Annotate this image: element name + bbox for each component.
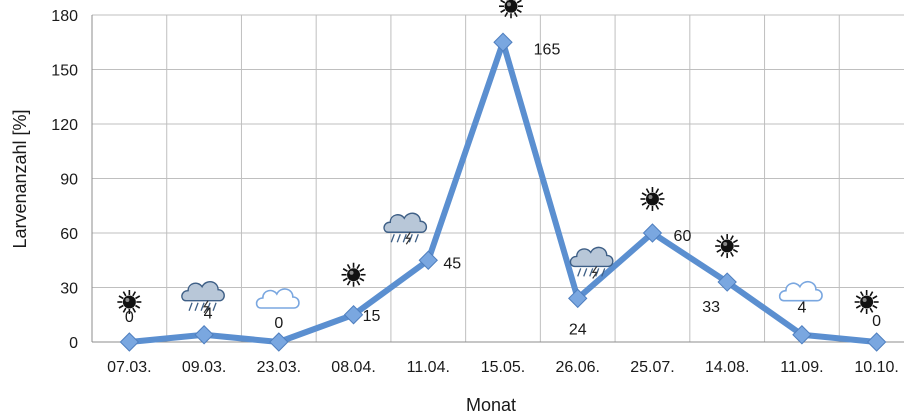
x-tick-label: 11.04. xyxy=(407,359,450,376)
data-label: 0 xyxy=(872,313,881,330)
data-point xyxy=(269,332,289,352)
x-tick-label: 15.05. xyxy=(481,359,525,376)
sun-icon xyxy=(499,0,523,19)
y-tick-label: 60 xyxy=(60,226,78,243)
weather-icons xyxy=(117,0,879,314)
data-label: 33 xyxy=(702,299,720,316)
sun-icon xyxy=(715,234,740,259)
data-label: 24 xyxy=(569,321,587,338)
x-tick-label: 10.10. xyxy=(854,359,898,376)
sun-icon xyxy=(640,187,665,211)
x-tick-label: 26.06. xyxy=(555,359,599,376)
y-tick-label: 180 xyxy=(51,8,78,25)
sun-icon xyxy=(854,290,879,314)
data-point xyxy=(866,332,887,352)
y-tick-label: 90 xyxy=(60,172,78,189)
cloud-icon xyxy=(255,288,300,309)
series-markers xyxy=(119,32,887,352)
data-point xyxy=(568,288,588,309)
storm-cloud-icon xyxy=(569,246,614,279)
data-label: 0 xyxy=(125,309,134,326)
x-tick-label: 08.04. xyxy=(331,359,375,376)
y-tick-label: 150 xyxy=(51,63,78,80)
data-point xyxy=(792,325,812,345)
data-label: 4 xyxy=(204,306,213,323)
data-point xyxy=(194,325,214,345)
storm-cloud-icon xyxy=(181,281,225,314)
x-tick-label: 25.07. xyxy=(630,359,674,376)
y-tick-label: 0 xyxy=(69,335,78,352)
data-point xyxy=(642,223,663,243)
data-point xyxy=(418,250,438,270)
x-tick-labels: 07.03. 09.03. 23.03. 08.04. 11.04. 15.05. 26.0… xyxy=(107,359,899,376)
data-point xyxy=(119,332,140,352)
cloud-icon xyxy=(778,280,823,302)
data-label: 165 xyxy=(534,41,561,58)
storm-cloud-icon xyxy=(383,212,428,245)
y-tick-label: 120 xyxy=(51,117,78,134)
x-tick-label: 11.09. xyxy=(780,359,823,376)
x-tick-label: 23.03. xyxy=(257,359,301,376)
sun-icon xyxy=(341,262,366,287)
x-tick-label: 14.08. xyxy=(705,359,749,376)
data-label: 45 xyxy=(443,255,461,272)
sun-icon xyxy=(117,290,142,314)
data-labels: 0 4 0 15 45 165 24 60 33 4 0 xyxy=(125,41,881,338)
data-label: 0 xyxy=(274,315,283,332)
x-tick-label: 09.03. xyxy=(182,359,226,376)
data-label: 4 xyxy=(797,300,806,317)
data-label: 60 xyxy=(674,228,692,245)
y-tick-label: 30 xyxy=(60,281,78,298)
y-tick-labels: 0 30 60 90 120 150 180 xyxy=(51,8,78,352)
x-axis-title: Monat xyxy=(466,395,516,415)
data-point xyxy=(493,32,513,52)
data-label: 15 xyxy=(363,308,381,325)
y-axis-title: Larvenanzahl [%] xyxy=(10,109,30,248)
x-tick-label: 07.03. xyxy=(107,359,151,376)
data-point xyxy=(717,272,737,292)
data-point xyxy=(343,305,364,325)
